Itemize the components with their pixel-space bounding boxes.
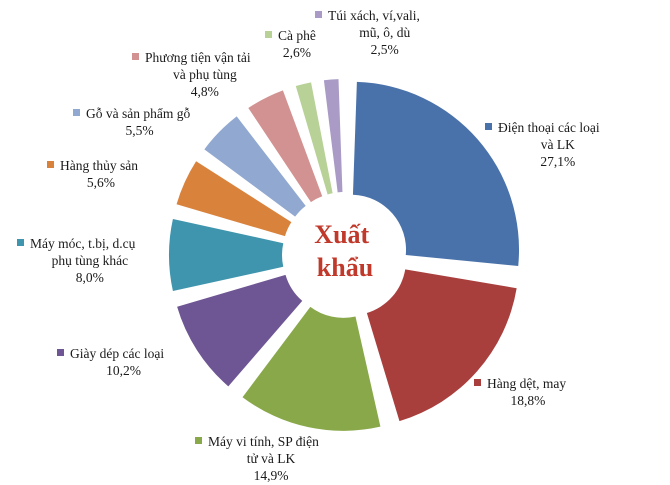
slice-label-line: Hàng dệt, may [487, 376, 566, 391]
slice-label-line: phụ tùng khác [52, 253, 129, 268]
slice-label-line: Máy móc, t.bị, d.cụ [30, 236, 136, 251]
slice-label-line: Giày dép các loại [70, 346, 164, 361]
slice-label-line: Điện thoại các loại [498, 120, 600, 135]
slice-may-moc-t-bi-d-cu [169, 218, 284, 292]
slice-label-line: và LK [541, 137, 575, 152]
slice-value: 5,5% [125, 123, 153, 138]
slice-go-va-san-pham-go [204, 116, 306, 217]
legend-key-tui-xach-vi-vali [315, 11, 322, 18]
slice-label-line: Phương tiện vận tải [145, 50, 251, 65]
slice-tui-xach-vi-vali [323, 79, 343, 193]
slice-value: 4,8% [191, 84, 219, 99]
center-title-line-2: khẩu [317, 253, 373, 282]
pie-slices [169, 79, 520, 431]
slice-value: 27,1% [540, 154, 575, 169]
legend-key-phuong-tien-van-tai [132, 53, 139, 60]
slice-label-line: Gỗ và sản phẩm gỗ [86, 106, 190, 121]
legend-key-may-vi-tinh-sp-dien [195, 437, 202, 444]
slice-value: 18,8% [511, 393, 546, 408]
slice-giay-dep-cac-loai [177, 274, 303, 387]
center-title-line-1: Xuất [314, 220, 369, 249]
slice-label-may-moc-t-bi-d-cu: Máy móc, t.bị, d.cụ phụ tùng khác 8,0% [30, 236, 136, 285]
slice-ca-phe [295, 82, 333, 195]
slice-label-line: tử và LK [247, 451, 296, 466]
slice-value: 14,9% [254, 468, 289, 483]
pie-labels: Điện thoại các loại và LK 27,1% Hàng dệt, m… [17, 8, 600, 483]
legend-key-giay-dep-cac-loai [57, 349, 64, 356]
slice-label-line: và phụ tùng [173, 67, 237, 82]
slice-label-line: Máy vi tính, SP điện [208, 434, 319, 449]
legend-key-hang-det-may [474, 379, 481, 386]
slice-label-phuong-tien-van-tai: Phương tiện vận tải và phụ tùng 4,8% [145, 50, 251, 99]
slice-label-line: Hàng thủy sản [60, 158, 138, 173]
legend-key-go-va-san-pham-go [73, 109, 80, 116]
legend-key-hang-thuy-san [47, 161, 54, 168]
slice-value: 2,5% [371, 42, 399, 57]
slice-label-dien-thoai-cac-loai: Điện thoại các loại và LK 27,1% [498, 120, 600, 169]
slice-label-ca-phe: Cà phê 2,6% [278, 28, 316, 60]
legend-key-ca-phe [265, 31, 272, 38]
slice-dien-thoai-cac-loai [352, 81, 520, 266]
slice-label-may-vi-tinh-sp-dien: Máy vi tính, SP điện tử và LK 14,9% [208, 434, 319, 483]
slice-phuong-tien-van-tai [248, 90, 323, 203]
slice-may-vi-tinh-sp-dien [242, 306, 381, 431]
legend-key-dien-thoai-cac-loai [485, 123, 492, 130]
slice-label-line: Cà phê [278, 28, 316, 43]
slice-value: 5,6% [87, 175, 115, 190]
slice-label-tui-xach-vi-vali: Túi xách, ví,vali, mũ, ô, dù 2,5% [328, 8, 420, 57]
slice-label-hang-det-may: Hàng dệt, may 18,8% [487, 376, 566, 408]
slice-label-giay-dep-cac-loai: Giày dép các loại 10,2% [70, 346, 164, 378]
slice-hang-thuy-san [176, 161, 292, 237]
slice-value: 2,6% [283, 45, 311, 60]
slice-label-line: Túi xách, ví,vali, [328, 8, 420, 23]
center-title: Xuất khẩu [314, 220, 375, 282]
slice-label-line: mũ, ô, dù [359, 25, 410, 40]
slice-value: 10,2% [106, 363, 141, 378]
slice-value: 8,0% [76, 270, 104, 285]
slice-hang-det-may [366, 269, 517, 422]
slice-label-hang-thuy-san: Hàng thủy sản 5,6% [60, 158, 138, 190]
legend-key-may-moc-t-bi-d-cu [17, 239, 24, 246]
slice-label-go-va-san-pham-go: Gỗ và sản phẩm gỗ 5,5% [86, 106, 190, 138]
